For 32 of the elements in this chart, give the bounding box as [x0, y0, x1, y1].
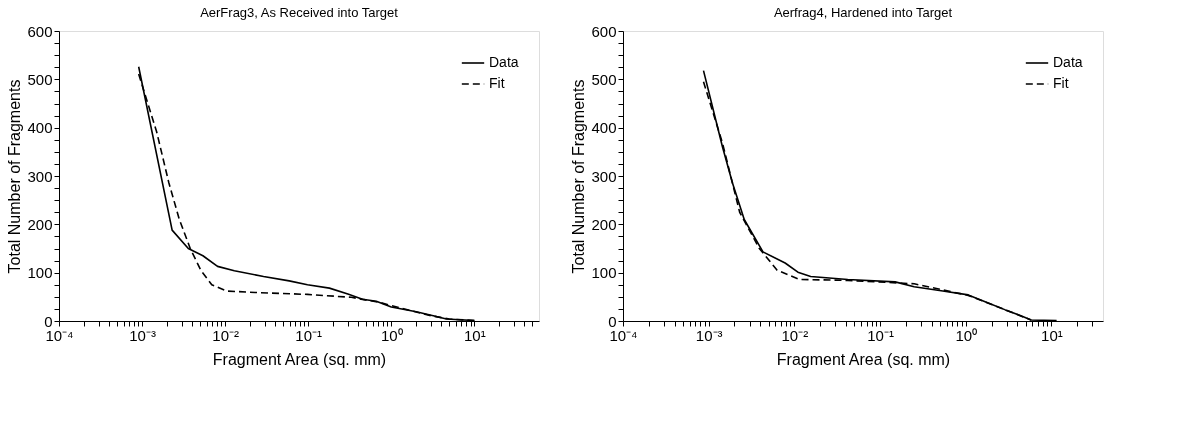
x-tick-label: 10⁻³	[695, 326, 723, 344]
legend-label: Fit	[1053, 75, 1069, 91]
x-axis-title: Fragment Area (sq. mm)	[212, 350, 387, 368]
x-tick-label: 10¹	[464, 326, 486, 344]
chart-title: AerFrag3, As Received into Target	[200, 5, 399, 20]
x-tick-label: 10⁻¹	[295, 326, 323, 344]
legend-label: Data	[1053, 54, 1083, 70]
x-tick-label: 10¹	[1041, 326, 1063, 344]
legend-label: Data	[489, 54, 519, 70]
y-tick-label: 500	[27, 70, 53, 88]
y-tick-label: 300	[27, 167, 53, 185]
legend-label: Fit	[489, 75, 505, 91]
x-tick-label: 10⁻²	[781, 326, 809, 344]
x-tick-label: 10⁻²	[212, 326, 239, 344]
y-tick-label: 600	[591, 22, 617, 40]
y-tick-label: 200	[27, 215, 53, 233]
y-tick-label: 400	[27, 119, 53, 137]
x-tick-label: 10⁻³	[129, 326, 156, 344]
y-tick-label: 300	[591, 167, 617, 185]
y-tick-label: 500	[591, 70, 617, 88]
x-tick-label: 10⁰	[955, 326, 978, 344]
y-axis-title: Total Number of Fragments	[6, 79, 24, 274]
y-tick-label: 400	[591, 119, 617, 137]
y-axis-title: Total Number of Fragments	[570, 79, 588, 274]
y-tick-label: 100	[591, 264, 617, 282]
x-axis-title: Fragment Area (sq. mm)	[776, 350, 951, 368]
x-tick-label: 10⁻¹	[867, 326, 894, 344]
x-tick-label: 10⁰	[380, 326, 403, 344]
chart-title: Aerfrag4, Hardened into Target	[773, 5, 953, 20]
y-tick-label: 100	[27, 264, 53, 282]
y-tick-label: 200	[591, 215, 617, 233]
y-tick-label: 600	[27, 22, 53, 40]
